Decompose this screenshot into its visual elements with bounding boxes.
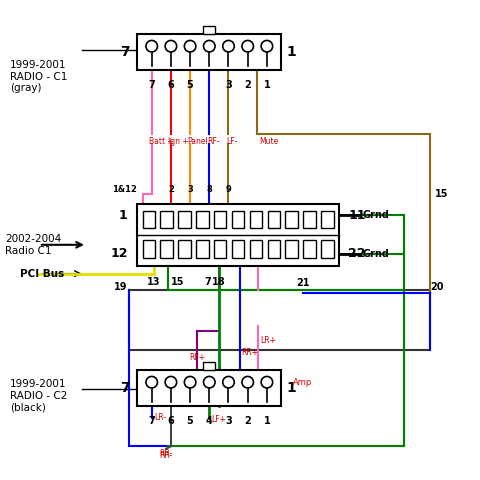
Text: 19: 19 <box>114 282 127 291</box>
Text: 22: 22 <box>348 247 365 261</box>
Text: 15: 15 <box>171 276 184 287</box>
Text: 3: 3 <box>225 416 231 426</box>
Text: Amp: Amp <box>293 378 312 387</box>
Circle shape <box>222 376 234 388</box>
Text: Panel: Panel <box>187 137 208 146</box>
Text: 9: 9 <box>225 185 231 194</box>
Bar <box>267 211 279 228</box>
Text: LF-: LF- <box>226 137 237 146</box>
Text: 6: 6 <box>167 416 174 426</box>
Bar <box>196 211 208 228</box>
Bar <box>320 240 333 258</box>
Bar <box>302 211 315 228</box>
Bar <box>160 240 173 258</box>
Bar <box>214 240 226 258</box>
Bar <box>267 240 279 258</box>
Text: 5: 5 <box>186 416 193 426</box>
Text: Batt +: Batt + <box>149 137 174 146</box>
Text: 1: 1 <box>286 45 295 59</box>
Circle shape <box>222 40 234 52</box>
Text: 18: 18 <box>212 276 225 287</box>
Circle shape <box>261 376 272 388</box>
Text: 1: 1 <box>263 80 270 90</box>
Text: LR+: LR+ <box>260 336 276 345</box>
Text: PCI Bus: PCI Bus <box>20 269 64 278</box>
Bar <box>137 370 281 406</box>
Bar <box>285 240 297 258</box>
Bar <box>231 240 244 258</box>
Circle shape <box>165 40 176 52</box>
Bar <box>196 240 208 258</box>
Text: 1: 1 <box>286 381 295 395</box>
Bar <box>143 240 155 258</box>
Text: 2: 2 <box>244 416 251 426</box>
Text: 1999-2001
RADIO - C1
(gray): 1999-2001 RADIO - C1 (gray) <box>10 60 67 94</box>
Circle shape <box>203 376 215 388</box>
Text: 7: 7 <box>204 276 211 287</box>
Text: LF+: LF+ <box>211 415 226 424</box>
Text: 1: 1 <box>263 416 270 426</box>
Text: RR-: RR- <box>159 449 172 458</box>
Text: 20: 20 <box>429 282 443 291</box>
Text: 2: 2 <box>168 185 173 194</box>
Circle shape <box>165 376 176 388</box>
Text: 12: 12 <box>110 247 127 261</box>
Text: Grnd: Grnd <box>362 210 389 220</box>
Text: 21: 21 <box>296 278 309 288</box>
Text: 1999-2001
RADIO - C2
(black): 1999-2001 RADIO - C2 (black) <box>10 379 67 413</box>
Text: 8: 8 <box>206 185 212 194</box>
Circle shape <box>184 376 195 388</box>
Text: RR-: RR- <box>159 451 172 460</box>
Text: RR+: RR+ <box>241 348 258 357</box>
Bar <box>231 211 244 228</box>
Bar <box>285 211 297 228</box>
Text: RF+: RF+ <box>189 353 205 362</box>
Bar <box>178 211 191 228</box>
Text: LR-: LR- <box>154 413 166 422</box>
Bar <box>320 211 333 228</box>
Text: 7: 7 <box>148 416 155 426</box>
Circle shape <box>241 376 253 388</box>
Bar <box>178 240 191 258</box>
Text: 6: 6 <box>167 80 174 90</box>
Text: 2002-2004
Radio C1: 2002-2004 Radio C1 <box>5 234 61 255</box>
Bar <box>302 240 315 258</box>
Circle shape <box>241 40 253 52</box>
Text: 7: 7 <box>120 45 130 59</box>
Text: 13: 13 <box>147 276 160 287</box>
Text: 11: 11 <box>348 209 365 222</box>
Text: 3: 3 <box>187 185 192 194</box>
Text: 1&12: 1&12 <box>112 185 137 194</box>
Text: 15: 15 <box>434 190 447 199</box>
Text: Ign +: Ign + <box>168 137 189 146</box>
Text: 7: 7 <box>120 381 130 395</box>
Circle shape <box>261 40 272 52</box>
Text: 7: 7 <box>148 80 155 90</box>
Bar <box>214 211 226 228</box>
Bar <box>249 240 262 258</box>
Bar <box>137 34 281 70</box>
Circle shape <box>184 40 195 52</box>
Text: Grnd: Grnd <box>362 249 389 259</box>
Text: 1: 1 <box>119 209 127 222</box>
Text: 4: 4 <box>205 416 212 426</box>
Circle shape <box>145 376 157 388</box>
Bar <box>143 211 155 228</box>
Text: RF-: RF- <box>206 137 219 146</box>
Bar <box>160 211 173 228</box>
Text: 3: 3 <box>225 80 231 90</box>
Circle shape <box>145 40 157 52</box>
Text: Mute: Mute <box>259 137 278 146</box>
Bar <box>203 26 215 34</box>
Bar <box>203 362 215 370</box>
Circle shape <box>203 40 215 52</box>
Bar <box>137 204 338 266</box>
Text: 2: 2 <box>244 80 251 90</box>
Text: 5: 5 <box>186 80 193 90</box>
Bar <box>249 211 262 228</box>
